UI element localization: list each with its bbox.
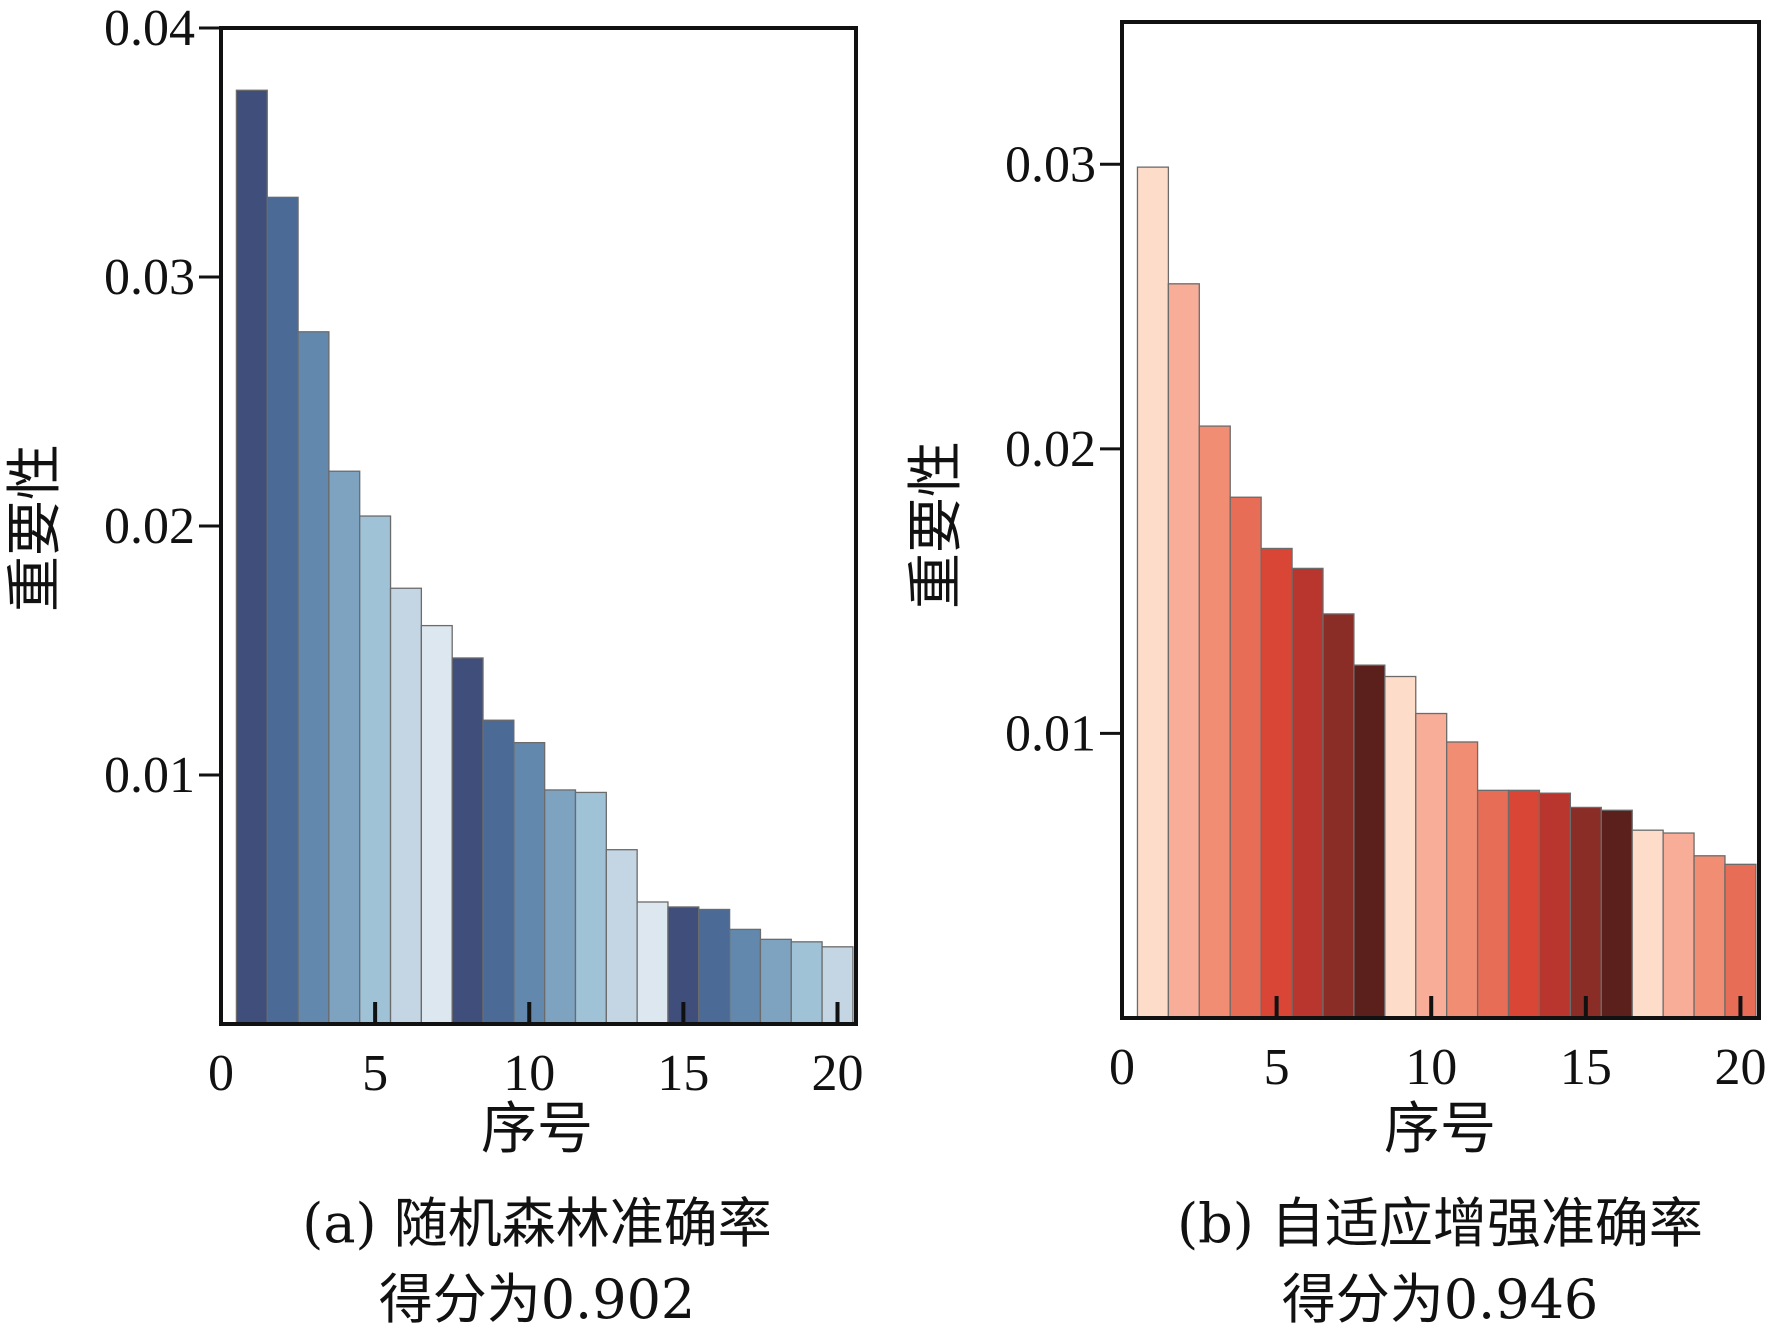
panel-b-bar-17 bbox=[1631, 829, 1664, 1019]
panel-a-ytick-label-3: 0.04 bbox=[104, 0, 195, 57]
panel-b-ytick-label-1: 0.02 bbox=[1005, 421, 1096, 478]
panel-b-bar-8 bbox=[1353, 664, 1386, 1019]
panel-b-bar-15 bbox=[1569, 806, 1602, 1019]
panel-b-bar-2 bbox=[1167, 283, 1200, 1019]
panel-b-bar-11 bbox=[1446, 741, 1479, 1019]
panel-a-bar-8 bbox=[451, 657, 484, 1025]
panel-a-bar-1 bbox=[235, 89, 268, 1025]
panel-b-bar-19 bbox=[1693, 855, 1726, 1019]
panel-a-bar-12 bbox=[574, 791, 607, 1025]
panel-b-xtick-label-0: 0 bbox=[1109, 1039, 1135, 1096]
panel-a-xlabel: 序号 bbox=[481, 1097, 593, 1162]
panel-a-bar-4 bbox=[328, 470, 361, 1025]
panel-b-ytick-label-0: 0.01 bbox=[1005, 705, 1096, 762]
panel-a-ytick-label-1: 0.02 bbox=[104, 498, 195, 555]
panel-a-bar-7 bbox=[420, 624, 453, 1025]
panel-b-bar-7 bbox=[1322, 613, 1355, 1019]
panel-b-bar-6 bbox=[1291, 567, 1324, 1019]
panel-a-bar-17 bbox=[728, 928, 762, 1025]
panel-a-xtick-label-20: 20 bbox=[812, 1045, 864, 1102]
panel-a: 重要性 序号 (a) 随机森林准确率 得分为0.902 0 5 10 15 20 0.01… bbox=[3, 0, 864, 1331]
panel-a-xtick-label-10: 10 bbox=[503, 1045, 555, 1102]
panel-b-bar-5 bbox=[1260, 547, 1293, 1019]
panel-b-bar-14 bbox=[1538, 792, 1572, 1019]
panel-b-frame bbox=[1120, 20, 1761, 1020]
panel-a-bar-2 bbox=[266, 196, 299, 1025]
panel-a-xtick-label-5: 5 bbox=[362, 1045, 388, 1102]
panel-a-bar-6 bbox=[389, 587, 423, 1025]
panel-b-xtick-label-20: 20 bbox=[1714, 1039, 1766, 1096]
panel-b-caption-line1: (b) 自适应增强准确率 bbox=[1177, 1192, 1703, 1255]
panel-b-bar-20 bbox=[1724, 863, 1757, 1019]
panel-b-bar-3 bbox=[1198, 425, 1231, 1019]
panel-a-caption-line1: (a) 随机森林准确率 bbox=[302, 1192, 772, 1255]
panel-b-caption-line2: 得分为0.946 bbox=[1282, 1268, 1599, 1331]
panel-b-xtick-label-10: 10 bbox=[1405, 1039, 1457, 1096]
panel-b-bar-16 bbox=[1600, 809, 1633, 1019]
panel-b-ylabel: 重要性 bbox=[904, 441, 969, 609]
panel-b-xtick-label-5: 5 bbox=[1264, 1039, 1290, 1096]
panel-a-frame bbox=[219, 26, 858, 1026]
panel-b-bar-9 bbox=[1384, 675, 1417, 1019]
panel-a-xtick-label-15: 15 bbox=[657, 1045, 709, 1102]
panel-b-xlabel: 序号 bbox=[1384, 1097, 1496, 1162]
panel-b-xtick-label-15: 15 bbox=[1560, 1039, 1612, 1096]
panel-a-bar-11 bbox=[544, 789, 577, 1025]
panel-a-bar-16 bbox=[698, 908, 731, 1025]
panel-a-ytick-label-0: 0.01 bbox=[104, 747, 195, 804]
panel-a-bar-10 bbox=[513, 741, 546, 1025]
panel-a-bar-9 bbox=[482, 719, 515, 1025]
panel-a-bar-5 bbox=[359, 515, 392, 1025]
panel-a-bar-13 bbox=[605, 849, 638, 1025]
panel-a-ylabel: 重要性 bbox=[3, 444, 68, 612]
panel-b-bar-18 bbox=[1662, 832, 1695, 1019]
panel-b-bar-4 bbox=[1229, 496, 1262, 1019]
panel-a-ytick-label-2: 0.03 bbox=[104, 249, 195, 306]
panel-b-bar-12 bbox=[1476, 789, 1510, 1019]
panel-a-caption-line2: 得分为0.902 bbox=[379, 1268, 696, 1331]
panel-a-bar-3 bbox=[297, 331, 330, 1025]
panel-a-bar-19 bbox=[790, 941, 823, 1025]
panel-a-bar-14 bbox=[636, 901, 669, 1025]
panel-a-xtick-label-0: 0 bbox=[208, 1045, 234, 1102]
panel-b-bar-1 bbox=[1136, 166, 1170, 1019]
panel-b: 重要性 序号 (b) 自适应增强准确率 得分为0.946 0 5 10 15 20 0.0… bbox=[904, 20, 1766, 1331]
panel-b-ytick-label-2: 0.03 bbox=[1005, 136, 1096, 193]
panel-b-bar-13 bbox=[1507, 789, 1541, 1019]
panel-a-bar-18 bbox=[759, 938, 792, 1025]
panel-b-bar-10 bbox=[1415, 712, 1448, 1019]
